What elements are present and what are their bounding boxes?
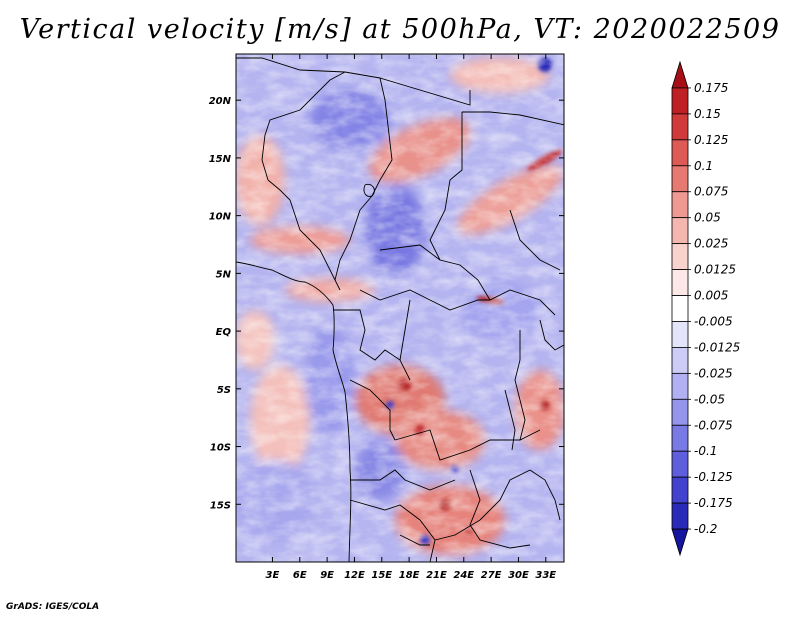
colorbar-label: 0.15 xyxy=(694,107,721,121)
y-tick-label: 15S xyxy=(210,500,231,511)
colorbar-label: -0.125 xyxy=(694,470,733,484)
y-tick-label: 20N xyxy=(209,96,232,107)
y-tick-label: 5S xyxy=(217,385,231,396)
map-title: Vertical velocity [m/s] at 500hPa, VT: 2… xyxy=(19,14,781,45)
x-tick-label: 33E xyxy=(535,570,556,581)
colorbar-min-triangle xyxy=(671,528,689,557)
colorbar-label: 0.005 xyxy=(694,289,728,303)
x-tick-label: 24E xyxy=(453,570,474,581)
y-tick-label: 5N xyxy=(216,269,232,280)
coastlines-borders xyxy=(236,57,564,562)
colorbar-box xyxy=(671,502,689,530)
x-tick-label: 21E xyxy=(426,570,447,581)
colorbar-box xyxy=(671,424,689,452)
colorbar-box xyxy=(671,321,689,348)
colorbar-label: 0.05 xyxy=(694,211,721,225)
colorbar-label: 0.075 xyxy=(694,185,728,199)
x-tick-label: 3E xyxy=(266,570,280,581)
colorbar-box xyxy=(671,139,689,167)
colorbar-box xyxy=(671,165,689,193)
y-tick-label: 10N xyxy=(209,212,232,223)
colorbar-label: -0.05 xyxy=(694,392,725,406)
x-tick-label: 9E xyxy=(320,570,334,581)
map-frame xyxy=(235,53,565,563)
y-tick-label: 10S xyxy=(210,443,231,454)
x-tick-label: 12E xyxy=(344,570,365,581)
colorbar-label: 0.025 xyxy=(694,237,728,251)
x-tick-label: 6E xyxy=(293,570,307,581)
colorbar-max-triangle xyxy=(671,60,689,89)
colorbar-box xyxy=(671,347,689,374)
colorbar-box xyxy=(671,372,689,400)
longitude-axis: 3E 6E 9E 12E 15E 18E 21E 24E 27E 30E 33E xyxy=(266,54,556,581)
colorbar-box xyxy=(671,243,689,270)
colorbar-box xyxy=(671,191,689,219)
colorbar-label: -0.1 xyxy=(694,444,717,458)
colorbar-box xyxy=(671,398,689,426)
grads-credit: GrADS: IGES/COLA xyxy=(6,602,100,612)
colorbar-box xyxy=(671,450,689,478)
colorbar-label: 0.125 xyxy=(694,133,728,147)
colorbar-box xyxy=(671,476,689,504)
colorbar: 0.175 0.15 0.125 0.1 0.075 0.05 0.025 0.0125 0.0… xyxy=(671,60,740,557)
colorbar-label: -0.025 xyxy=(694,366,733,380)
colorbar-label: -0.0125 xyxy=(694,340,740,354)
x-tick-label: 18E xyxy=(399,570,420,581)
x-tick-label: 15E xyxy=(371,570,392,581)
colorbar-box xyxy=(671,113,689,141)
y-tick-label: 15N xyxy=(209,154,232,165)
colorbar-label: 0.0125 xyxy=(694,263,736,277)
colorbar-box xyxy=(671,295,689,322)
latitude-axis: 20N 15N 10N 5N EQ 5S 10S 15S xyxy=(209,96,564,511)
colorbar-label: 0.1 xyxy=(694,159,713,173)
colorbar-label: -0.005 xyxy=(694,314,733,328)
colorbar-box xyxy=(671,269,689,296)
y-tick-label: EQ xyxy=(216,327,232,338)
x-tick-label: 27E xyxy=(481,570,502,581)
colorbar-box xyxy=(671,217,689,245)
vertical-velocity-field xyxy=(236,54,564,562)
colorbar-box xyxy=(671,87,689,115)
colorbar-label: 0.175 xyxy=(694,81,728,95)
colorbar-label: -0.075 xyxy=(694,418,733,432)
colorbar-label: -0.175 xyxy=(694,496,733,510)
x-tick-label: 30E xyxy=(508,570,529,581)
colorbar-label: -0.2 xyxy=(694,522,717,536)
